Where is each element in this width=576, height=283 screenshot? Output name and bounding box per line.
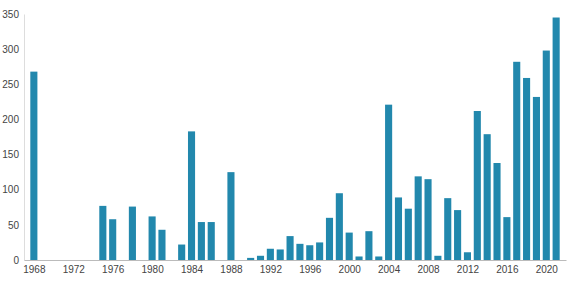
x-tick-label: 1996 xyxy=(299,264,322,275)
x-tick: 1988 xyxy=(220,260,243,275)
bar xyxy=(188,131,195,260)
bar xyxy=(405,209,412,260)
x-tick-label: 1976 xyxy=(102,264,125,275)
y-tick: 300 xyxy=(2,44,24,55)
bar xyxy=(365,231,372,260)
bar xyxy=(385,105,392,260)
x-tick: 2004 xyxy=(378,260,401,275)
bar xyxy=(316,242,323,260)
x-tick-label: 2004 xyxy=(378,264,401,275)
bar xyxy=(227,172,234,260)
y-tick-label: 100 xyxy=(2,184,19,195)
bar xyxy=(158,230,165,260)
bar xyxy=(99,206,106,260)
bar xyxy=(277,249,284,260)
bar xyxy=(493,163,500,260)
x-tick-label: 2020 xyxy=(536,264,559,275)
bar xyxy=(474,111,481,260)
bar xyxy=(503,217,510,260)
bar xyxy=(208,222,215,260)
bar xyxy=(484,134,491,260)
y-axis: 0 50 100 150 200 250 300 350 xyxy=(2,9,24,266)
bar xyxy=(30,72,37,260)
bar xyxy=(356,256,363,260)
y-tick-label: 350 xyxy=(2,9,19,20)
y-tick: 200 xyxy=(2,114,24,125)
y-tick: 250 xyxy=(2,79,24,90)
bar xyxy=(395,197,402,260)
x-tick-label: 1972 xyxy=(63,264,86,275)
x-tick: 1972 xyxy=(63,260,86,275)
x-tick: 2012 xyxy=(457,260,480,275)
bar xyxy=(375,256,382,260)
x-axis: 1968 1972 1976 1980 1984 1988 1992 1996 2000 2004… xyxy=(23,260,566,275)
bar xyxy=(178,245,185,260)
y-tick-label: 250 xyxy=(2,79,19,90)
bar xyxy=(523,78,530,260)
bar xyxy=(149,216,156,260)
bar xyxy=(198,222,205,260)
x-tick: 2020 xyxy=(536,260,559,275)
bar xyxy=(424,179,431,260)
x-tick-label: 1968 xyxy=(23,264,46,275)
x-tick: 1976 xyxy=(102,260,125,275)
y-tick-label: 200 xyxy=(2,114,19,125)
bar xyxy=(306,245,313,260)
y-tick: 50 xyxy=(8,220,24,231)
bar xyxy=(454,210,461,260)
bar xyxy=(513,62,520,260)
bar xyxy=(296,244,303,260)
bar xyxy=(553,18,560,260)
y-tick-label: 50 xyxy=(8,220,20,231)
bar xyxy=(543,51,550,260)
x-tick-label: 2012 xyxy=(457,264,480,275)
bar xyxy=(247,258,254,260)
x-tick-label: 1980 xyxy=(141,264,164,275)
bar xyxy=(434,256,441,260)
bar xyxy=(415,176,422,260)
y-tick-label: 300 xyxy=(2,44,19,55)
bar xyxy=(464,252,471,260)
x-tick-label: 2000 xyxy=(339,264,362,275)
bar xyxy=(533,97,540,260)
x-axis-line xyxy=(25,260,567,261)
y-tick-label: 0 xyxy=(13,255,19,266)
bar xyxy=(129,207,136,260)
x-tick-label: 1992 xyxy=(260,264,283,275)
bar xyxy=(326,218,333,260)
x-tick-label: 1988 xyxy=(220,264,243,275)
x-tick: 1984 xyxy=(181,260,204,275)
x-tick: 1992 xyxy=(260,260,283,275)
x-tick-label: 2016 xyxy=(496,264,519,275)
x-tick: 1968 xyxy=(23,260,46,275)
x-tick: 1996 xyxy=(299,260,322,275)
bar xyxy=(267,249,274,260)
y-tick: 150 xyxy=(2,149,24,160)
bar xyxy=(336,193,343,260)
y-axis-line xyxy=(24,15,25,261)
x-tick: 2000 xyxy=(339,260,362,275)
x-tick: 2016 xyxy=(496,260,519,275)
x-tick: 2008 xyxy=(417,260,440,275)
bar xyxy=(444,198,451,260)
bar xyxy=(287,236,294,260)
y-tick: 100 xyxy=(2,184,24,195)
y-tick: 350 xyxy=(2,9,24,20)
chart: 0 50 100 150 200 250 300 350 1968 1972 1976 1980 198… xyxy=(0,0,576,283)
bar xyxy=(257,256,264,260)
x-tick-label: 2008 xyxy=(417,264,440,275)
bar xyxy=(346,233,353,260)
bar xyxy=(109,219,116,260)
bars xyxy=(30,18,559,260)
x-tick-label: 1984 xyxy=(181,264,204,275)
y-tick-label: 150 xyxy=(2,149,19,160)
x-tick: 1980 xyxy=(141,260,164,275)
